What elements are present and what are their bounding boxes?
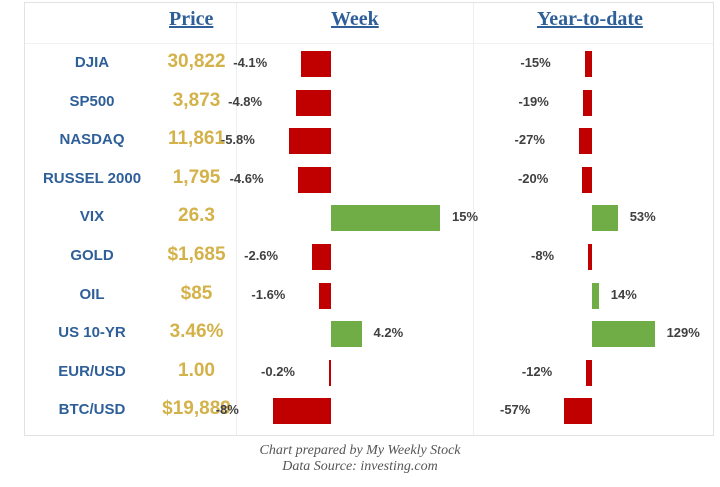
row-name: EUR/USD — [58, 362, 126, 380]
ytd-label: -15% — [520, 55, 551, 70]
week-label: -2.6% — [244, 248, 279, 263]
row-price: $85 — [180, 282, 213, 304]
ytd-bar — [582, 89, 592, 116]
row-name: RUSSEL 2000 — [42, 169, 142, 187]
row-price: 1.00 — [178, 359, 215, 381]
week-bar — [331, 205, 441, 232]
table-row: OIL $85 -1.6% 14% — [0, 277, 690, 315]
ytd-bar — [592, 205, 618, 232]
row-price: $1,685 — [167, 244, 226, 265]
row-price: 11,861 — [167, 128, 226, 150]
ytd-label: -57% — [500, 402, 531, 418]
row-price: 30,822 — [167, 51, 226, 72]
week-bar — [331, 321, 362, 348]
week-bar — [288, 128, 331, 155]
header-divider — [25, 43, 713, 44]
table-row: BTC/USD $19,889 -8% -57% — [0, 392, 690, 430]
table-row: GOLD $1,685 -2.6% -8% — [0, 238, 690, 276]
table-row: DJIA 30,822 -4.1% -15% — [0, 45, 690, 83]
week-bar — [272, 398, 331, 425]
table-row: EUR/USD 1.00 -0.2% -12% — [0, 354, 690, 392]
row-name: OIL — [79, 285, 105, 303]
ytd-bar — [586, 359, 592, 386]
row-price: $19,889 — [162, 398, 231, 420]
week-label: 4.2% — [373, 325, 404, 341]
ytd-label: -19% — [518, 93, 549, 109]
ytd-bar — [592, 282, 599, 309]
ytd-bar — [592, 321, 655, 348]
row-name: VIX — [79, 208, 105, 226]
ytd-label: 129% — [666, 325, 700, 341]
divider-ytd — [473, 3, 474, 435]
ytd-label: -12% — [521, 363, 553, 379]
week-bar — [319, 282, 331, 309]
row-price: 26.3 — [178, 205, 215, 227]
week-bar — [312, 244, 331, 270]
header-ytd: Year-to-date — [537, 8, 643, 30]
week-bar — [296, 89, 331, 116]
ytd-label: -27% — [514, 132, 545, 148]
row-name: GOLD — [70, 247, 114, 264]
ytd-bar — [578, 128, 592, 155]
week-label: -8% — [215, 402, 239, 418]
ytd-label: -8% — [531, 248, 555, 263]
week-bar — [297, 166, 331, 193]
row-name: BTC/USD — [58, 401, 126, 419]
week-label: -4.1% — [233, 55, 268, 70]
table-row: US 10-YR 3.46% 4.2% 129% — [0, 315, 700, 353]
table-row: RUSSEL 2000 1,795 -4.6% -20% — [0, 161, 690, 199]
footer-credit: Chart prepared by My Weekly Stock — [259, 443, 461, 458]
ytd-bar — [584, 51, 592, 77]
divider-week — [236, 3, 237, 435]
week-label: -4.6% — [229, 170, 264, 186]
row-name: DJIA — [74, 54, 110, 71]
week-bar — [329, 359, 331, 386]
row-name: SP500 — [69, 92, 115, 110]
header-week: Week — [331, 8, 379, 30]
ytd-label: -20% — [517, 170, 549, 186]
ytd-bar — [588, 244, 592, 270]
week-label: -4.8% — [228, 93, 263, 109]
week-bar — [301, 51, 331, 77]
row-name: US 10-YR — [58, 324, 126, 342]
ytd-bar — [582, 166, 592, 193]
week-label: -1.6% — [251, 286, 286, 302]
row-price: 3,873 — [172, 89, 221, 111]
row-name: NASDAQ — [59, 131, 125, 149]
ytd-label: 14% — [610, 286, 637, 302]
week-label: -5.8% — [220, 132, 255, 148]
footer-source: Data Source: investing.com — [282, 459, 438, 474]
ytd-bar — [564, 398, 592, 425]
table-row: VIX 26.3 15% 53% — [0, 199, 690, 237]
table-row: SP500 3,873 -4.8% -19% — [0, 84, 690, 122]
footer: Chart prepared by My Weekly Stock Data S… — [0, 443, 720, 475]
week-label: -0.2% — [261, 363, 295, 379]
header-price: Price — [169, 8, 214, 30]
ytd-label: 53% — [629, 209, 656, 225]
row-price: 1,795 — [172, 166, 221, 188]
table-row: NASDAQ 11,861 -5.8% -27% — [0, 122, 690, 160]
week-label: 15% — [452, 209, 479, 225]
row-price: 3.46% — [169, 321, 224, 343]
